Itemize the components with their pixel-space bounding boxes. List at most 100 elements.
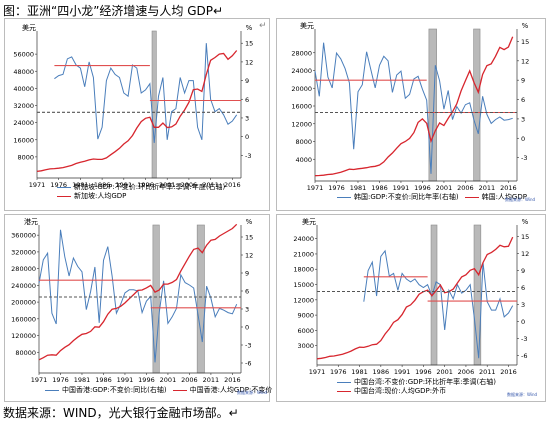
right-tick-label: 9: [245, 77, 249, 85]
legend-swatch-red: [57, 196, 71, 197]
right-tick-label: 6: [245, 288, 249, 296]
singapore-legend: 新加坡:GDP:不变价:环比折年率:季调:年度(右轴) 新加坡:人均GDP: [57, 183, 225, 201]
left-tick-label: 40000: [13, 85, 34, 93]
right-tick-label: -3: [521, 335, 527, 343]
legend-swatch-blue: [337, 197, 351, 198]
right-tick-label: 3: [521, 301, 525, 309]
left-tick-label: 6000: [297, 327, 314, 335]
x-tick-label: 1996: [137, 181, 154, 189]
x-tick-label: 1991: [393, 184, 410, 192]
x-tick-label: 1976: [50, 181, 67, 189]
taiwan-chart: 美元 % 3000 6000 9000 12000 15000 18000 21000 24000…: [293, 217, 529, 376]
left-tick-label: 28000: [291, 49, 312, 57]
x-tick-label: 2006: [457, 184, 474, 192]
right-tick-label: 0: [245, 324, 249, 332]
left-tick-label: 16000: [291, 103, 312, 111]
recession-band: [473, 28, 481, 182]
legend-label-hongkong-gdp-growth: 中国香港:GDP:不变价:同比(右轴): [62, 386, 167, 394]
x-tick-label: 2011: [202, 181, 219, 189]
figure-title: 图：亚洲“四小龙”经济增速与人均 GDP↵: [3, 4, 224, 18]
right-tick-label: 15: [521, 38, 529, 46]
gdp-per-capita-line: [38, 223, 238, 361]
left-tick-label: 200000: [11, 299, 36, 307]
legend-label-korea-gdp-growth: 韩国:GDP:不变价:同比年率(右轴): [354, 193, 459, 201]
left-tick-label: 18000: [293, 266, 314, 274]
right-unit-label: %: [522, 22, 529, 30]
left-unit-label: 美元: [302, 217, 316, 226]
x-tick-label: 1971: [309, 368, 326, 376]
left-tick-label: 240000: [11, 282, 36, 290]
gdp-growth-line: [363, 249, 514, 359]
right-tick-label: 6: [521, 96, 525, 104]
right-tick-label: 0: [521, 135, 525, 143]
x-tick-label: 1996: [415, 368, 432, 376]
left-tick-label: 24000: [291, 67, 312, 75]
x-tick-label: 1991: [394, 368, 411, 376]
right-tick-label: -3: [521, 154, 527, 162]
right-tick-label: 9: [245, 270, 249, 278]
x-tick-label: 1986: [95, 376, 112, 384]
x-tick-label: 1991: [117, 376, 134, 384]
x-tick-label: 2006: [458, 368, 475, 376]
x-tick-label: 1996: [414, 184, 431, 192]
singapore-chart-panel: 美元% 8000 16000 24000 32000 40000 48000 56000 -3 0…: [4, 18, 270, 211]
legend-row: 中国香港:GDP:不变价:同比(右轴) 中国香港:人均GDP:不变价: [45, 386, 272, 395]
x-tick-label: 1991: [116, 181, 133, 189]
right-tick-label: 6: [521, 284, 525, 292]
gdp-growth-line: [314, 42, 513, 174]
left-tick-label: 320000: [11, 248, 36, 256]
x-tick-label: 2016: [500, 368, 517, 376]
x-tick-label: 1981: [74, 376, 91, 384]
legend-swatch-blue: [45, 390, 59, 391]
gdp-per-capita-line: [314, 36, 514, 177]
right-unit-label: %: [522, 218, 529, 226]
right-tick-label: 9: [521, 77, 525, 85]
left-tick-label: 20000: [291, 85, 312, 93]
left-tick-label: 56000: [13, 51, 34, 59]
gdp-per-capita-line: [316, 236, 514, 360]
x-tick-label: 1976: [330, 368, 347, 376]
right-tick-label: 9: [521, 267, 525, 275]
left-tick-label: 3000: [297, 342, 314, 350]
left-tick-label: 16000: [13, 136, 34, 144]
left-tick-label: 360000: [11, 232, 36, 240]
left-unit-label: 美元: [22, 23, 36, 32]
x-tick-label: 2006: [181, 181, 198, 189]
right-tick-label: -6: [245, 360, 251, 368]
gdp-growth-line: [54, 43, 238, 143]
left-tick-label: 4000: [295, 156, 312, 164]
legend-item-taiwan-gdp-growth: 中国台湾:不变价:GDP:环比折年率:季调(右轴): [337, 378, 496, 387]
legend-swatch-red: [464, 197, 479, 198]
korea-legend: 韩国:GDP:不变价:同比年率(右轴) 韩国:人均GDP: [337, 193, 527, 202]
right-tick-label: 3: [521, 115, 525, 123]
legend-item-singapore-gdp-growth: 新加坡:GDP:不变价:环比折年率:季调:年度(右轴): [57, 183, 225, 192]
x-tick-label: 1971: [29, 181, 46, 189]
watermark: 数据来源：Wind: [505, 197, 536, 202]
x-tick-label: 2001: [160, 376, 177, 384]
right-tick-label: 6: [245, 96, 249, 104]
x-tick-label: 2011: [203, 376, 220, 384]
x-tick-label: 2016: [500, 184, 517, 192]
left-tick-label: 32000: [13, 102, 34, 110]
x-tick-label: 2006: [181, 376, 198, 384]
watermark: 数据来源：Wind: [237, 390, 268, 395]
left-tick-label: 12000: [293, 296, 314, 304]
legend-label-hongkong-gdp-per-capita: 中国香港:人均GDP:不变价: [189, 386, 273, 394]
legend-item-taiwan-gdp-per-capita: 中国台湾:现价:人均GDP:外币: [337, 387, 496, 396]
right-tick-label: 0: [521, 318, 525, 326]
legend-label: 新加坡:人均GDP: [74, 192, 127, 200]
hongkong-chart: 港元 %8000012000016000020000024000028000032…: [11, 217, 253, 384]
x-tick-label: 1976: [328, 184, 345, 192]
left-tick-label: 80000: [15, 349, 36, 357]
data-source-note: 数据来源：WIND，光大银行金融市场部。↵: [3, 406, 239, 420]
x-tick-label: 1996: [138, 376, 155, 384]
gdp-per-capita-line: [36, 50, 238, 173]
left-tick-label: 8000: [295, 138, 312, 146]
paragraph-mark: ↵: [259, 21, 267, 31]
right-tick-label: 12: [521, 57, 529, 65]
left-unit-label: 港元: [24, 217, 38, 226]
right-tick-label: 12: [245, 252, 253, 260]
left-tick-label: 8000: [17, 153, 34, 161]
left-tick-label: 9000: [297, 312, 314, 320]
legend-label: 新加坡:GDP:不变价:环比折年率:季调:年度(右轴): [74, 183, 226, 191]
